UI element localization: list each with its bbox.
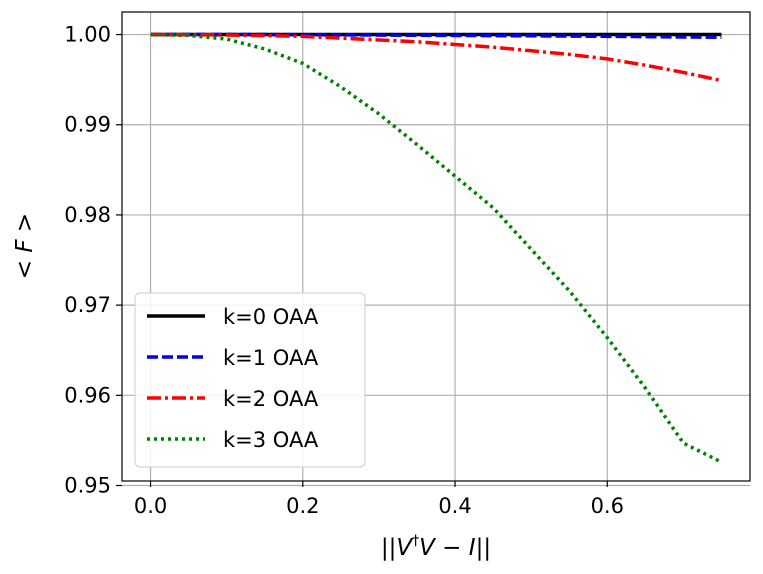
x-tick-label: 0.0 — [134, 494, 167, 518]
x-tick-label: 0.6 — [591, 494, 624, 518]
x-title-dagger: † — [412, 533, 419, 549]
y-tick-label: 0.96 — [64, 383, 111, 407]
legend-label-k1: k=1 OAA — [223, 346, 319, 370]
legend-label-k3: k=3 OAA — [223, 428, 319, 452]
y-axis-title: < F > — [12, 213, 38, 279]
x-tick-label: 0.2 — [286, 494, 319, 518]
y-tick-label: 0.95 — [64, 474, 111, 498]
x-title-bars-right: || — [476, 535, 492, 561]
plot-frame — [121, 11, 751, 482]
legend-label-k0: k=0 OAA — [223, 305, 319, 329]
x-title-minus: − — [435, 535, 469, 561]
x-tick-label: 0.4 — [438, 494, 471, 518]
x-title-i: I — [469, 535, 476, 561]
legend-label-k2: k=2 OAA — [223, 387, 319, 411]
axis-ticks: 0.0 0.2 0.4 0.6 0.95 0.96 0.97 0.98 0.99 1.00 — [64, 23, 624, 518]
y-tick-label: 0.98 — [64, 203, 111, 227]
series-lines — [150, 32, 723, 464]
x-title-bars-left: || — [381, 535, 397, 561]
y-title-open: < — [12, 253, 38, 280]
x-axis-title: ||V†V − I|| — [381, 533, 491, 561]
y-tick-label: 1.00 — [64, 23, 111, 47]
legend: k=0 OAA k=1 OAA k=2 OAA k=3 OAA — [134, 292, 366, 468]
series-line-k2 — [150, 32, 722, 83]
legend-box — [134, 292, 366, 468]
x-title-v2: V — [419, 535, 437, 561]
y-title-close: > — [12, 213, 38, 240]
y-title-f: F — [12, 239, 38, 253]
y-tick-label: 0.97 — [64, 293, 111, 317]
y-tick-label: 0.99 — [64, 113, 111, 137]
x-title-v1: V — [396, 535, 414, 561]
